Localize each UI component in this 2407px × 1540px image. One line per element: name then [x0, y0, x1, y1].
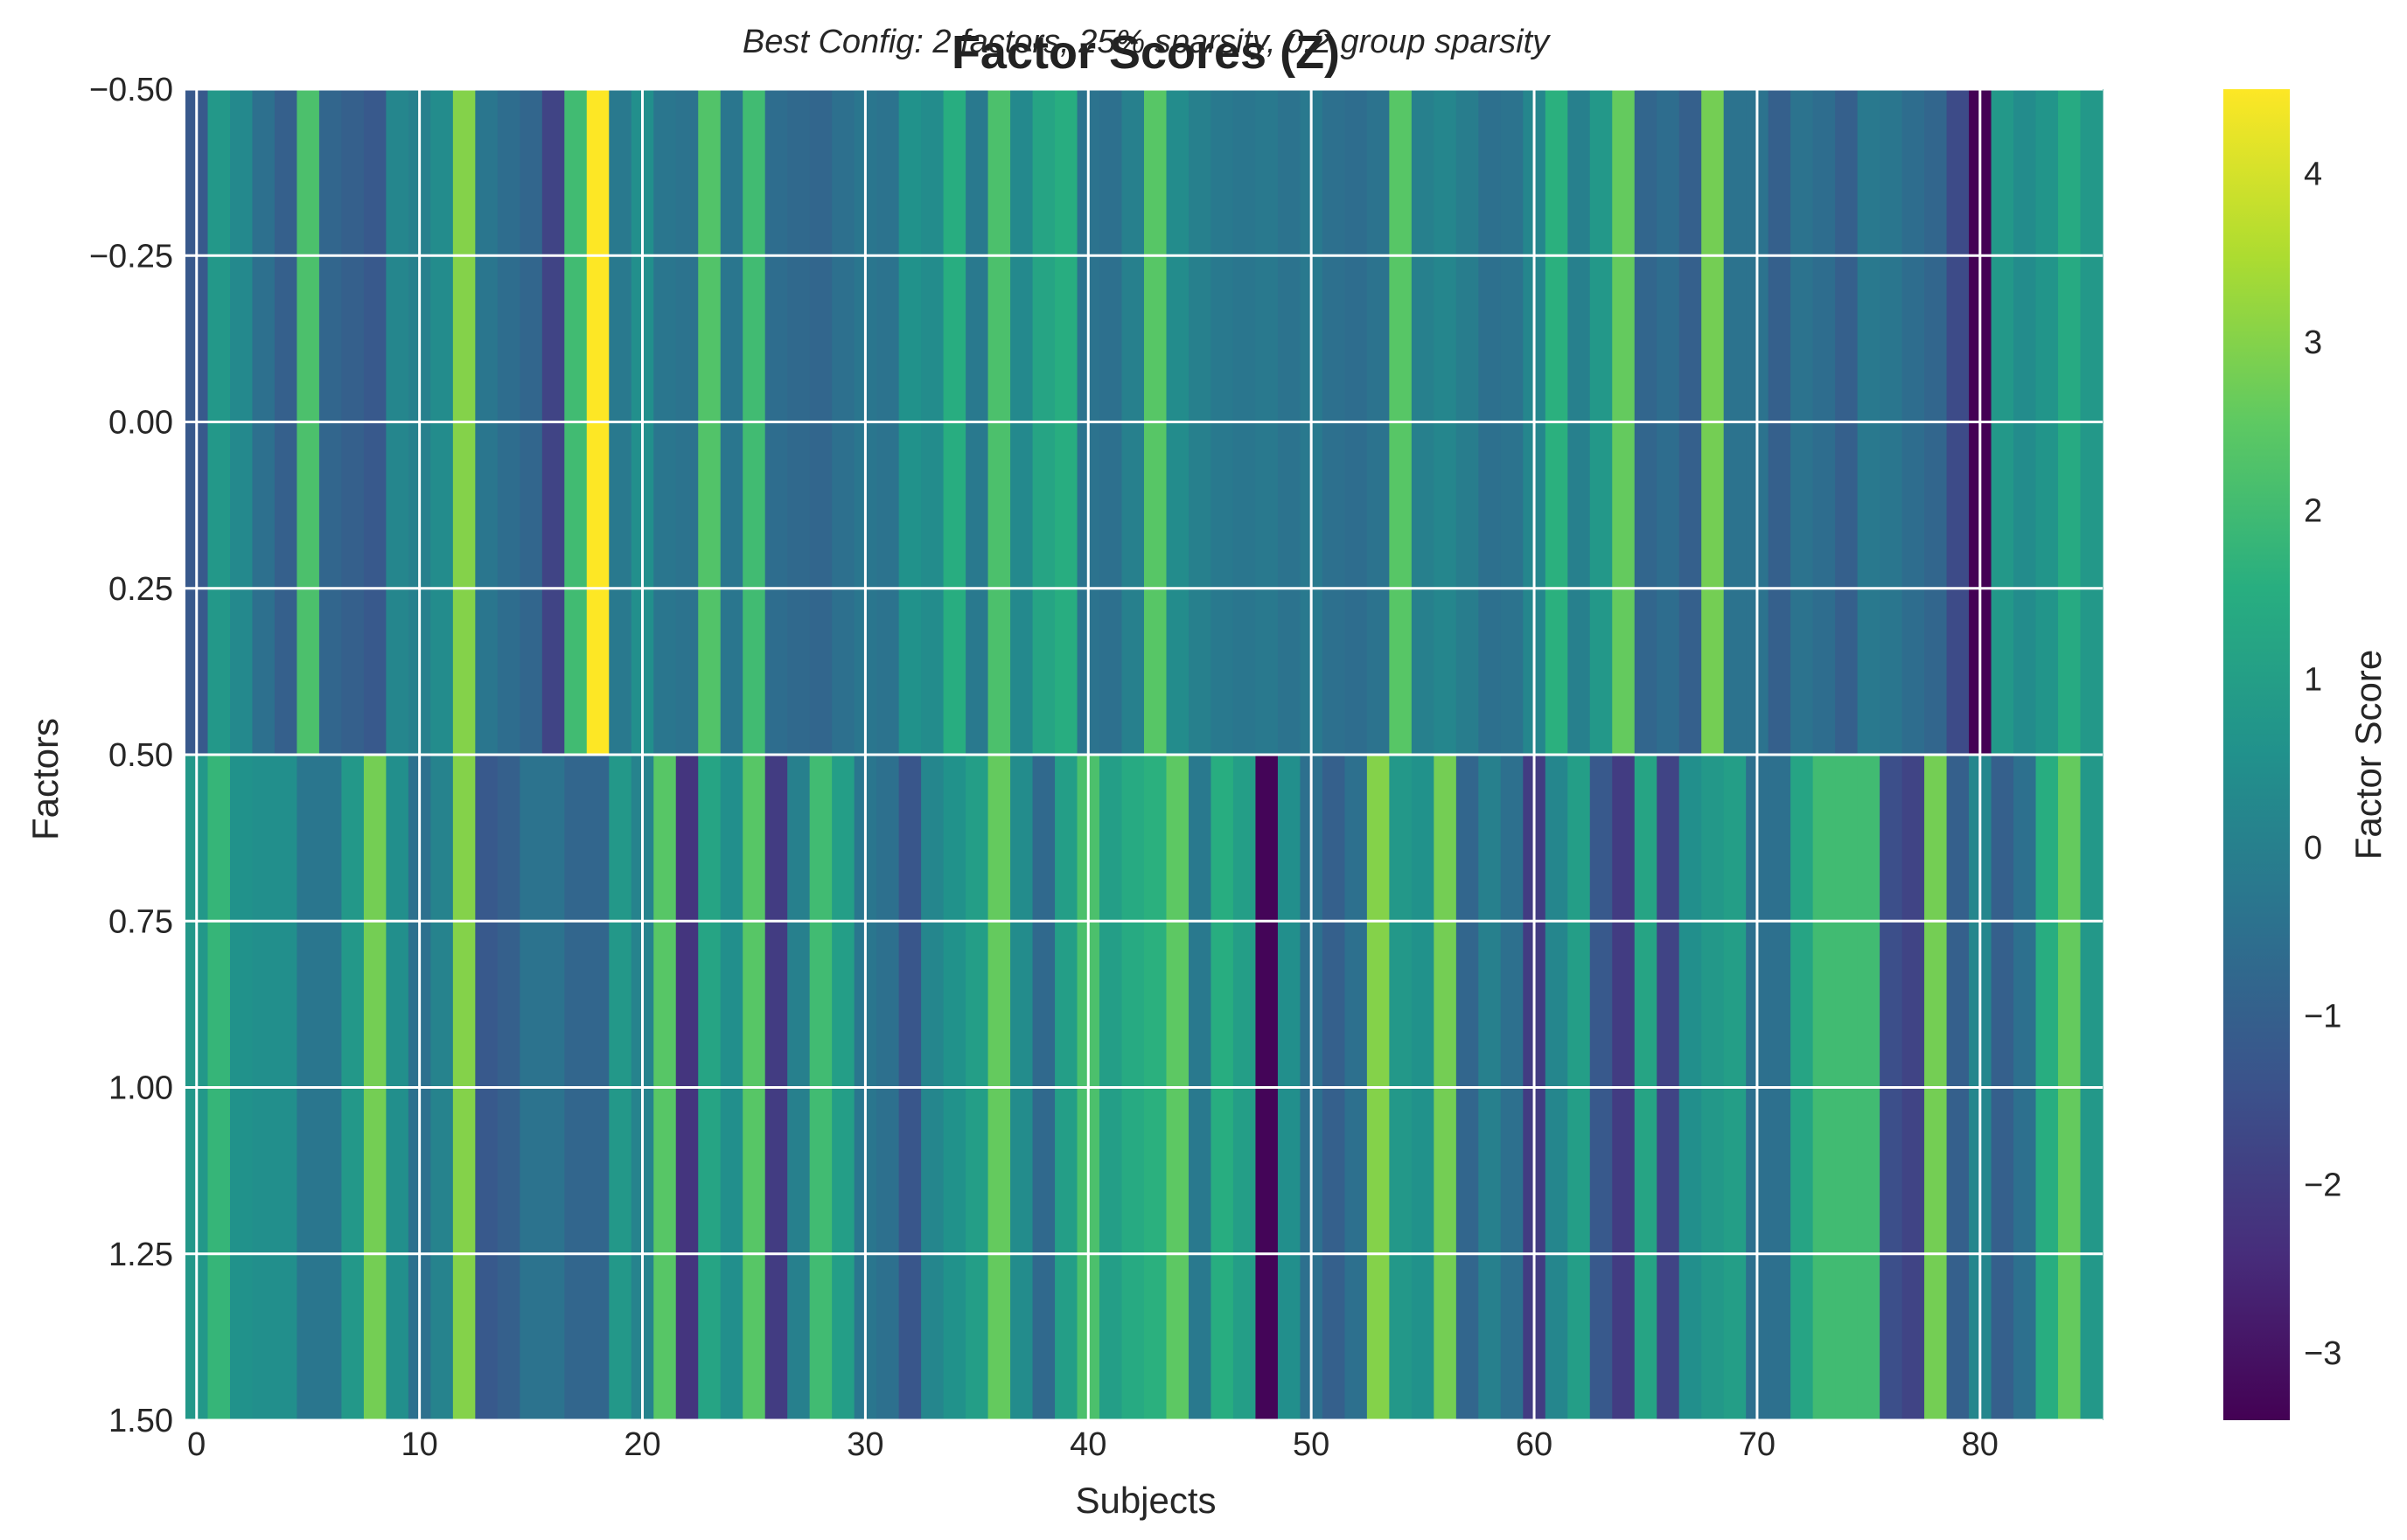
- y-tick-label: 1.50: [108, 1403, 173, 1439]
- colorbar-tick-label: −1: [2304, 999, 2341, 1035]
- colorbar-ticks: −3 −2 −1 0 1 2 3 4: [2304, 156, 2341, 1372]
- colorbar-label: Factor Score: [2348, 650, 2389, 860]
- y-tick-label: 1.00: [108, 1070, 173, 1107]
- colorbar-tick-label: −3: [2304, 1335, 2341, 1372]
- y-axis-label: Factors: [24, 718, 66, 840]
- y-tick-label: −0.25: [89, 238, 173, 275]
- x-tick-label: 60: [1516, 1426, 1552, 1463]
- x-tick-label: 50: [1293, 1426, 1329, 1463]
- colorbar-tick-label: 2: [2304, 493, 2322, 530]
- x-tick-label: 20: [624, 1426, 660, 1463]
- x-tick-label: 30: [847, 1426, 883, 1463]
- y-axis-ticks: −0.50 −0.25 0.00 0.25 0.50 0.75 1.00 1.25 1.50: [89, 72, 173, 1439]
- colorbar-tick-label: 3: [2304, 324, 2322, 361]
- x-axis-label: Subjects: [1075, 1480, 1216, 1521]
- chart-subtitle: Best Config: 2 factors, 25% sparsity, 0.…: [743, 24, 1551, 60]
- x-axis-ticks: 0 10 20 30 40 50 60 70 80: [187, 1426, 1999, 1463]
- x-tick-label: 0: [187, 1426, 206, 1463]
- x-tick-label: 10: [401, 1426, 437, 1463]
- y-tick-label: 0.50: [108, 737, 173, 774]
- x-tick-label: 80: [1962, 1426, 1999, 1463]
- y-tick-label: 0.75: [108, 903, 173, 940]
- colorbar-tick-label: 0: [2304, 830, 2322, 867]
- grid-lines: [185, 87, 2103, 1422]
- colorbar-tick-label: 1: [2304, 661, 2322, 698]
- y-tick-label: 1.25: [108, 1237, 173, 1273]
- colorbar: [2223, 89, 2290, 1420]
- y-tick-label: −0.50: [89, 72, 173, 108]
- x-tick-label: 40: [1070, 1426, 1106, 1463]
- chart-title: Factor Scores (Z): [952, 26, 1340, 79]
- colorbar-tick-label: −2: [2304, 1167, 2341, 1203]
- y-tick-label: 0.00: [108, 405, 173, 442]
- x-tick-label: 70: [1739, 1426, 1776, 1463]
- colorbar-tick-label: 4: [2304, 156, 2322, 192]
- y-tick-label: 0.25: [108, 571, 173, 608]
